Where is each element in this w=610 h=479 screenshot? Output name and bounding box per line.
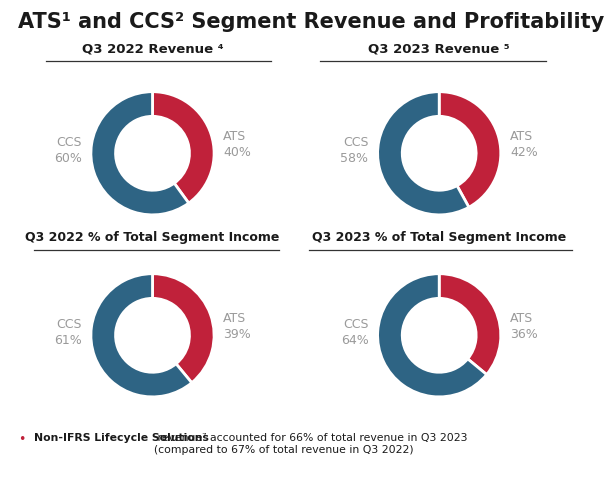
Text: Q3 2022 % of Total Segment Income: Q3 2022 % of Total Segment Income <box>25 231 280 244</box>
Wedge shape <box>378 91 469 215</box>
Wedge shape <box>91 91 188 215</box>
Text: ATS
42%: ATS 42% <box>510 129 538 159</box>
Text: revenue⁷ accounted for 66% of total revenue in Q3 2023
(compared to 67% of total: revenue⁷ accounted for 66% of total reve… <box>154 433 468 455</box>
Text: ATS
39%: ATS 39% <box>223 311 251 341</box>
Text: Q3 2022 Revenue ⁴: Q3 2022 Revenue ⁴ <box>82 42 223 55</box>
Text: CCS
61%: CCS 61% <box>54 318 82 347</box>
Wedge shape <box>439 91 501 207</box>
Text: CCS
58%: CCS 58% <box>340 136 368 165</box>
Text: ATS
40%: ATS 40% <box>223 129 251 159</box>
Text: CCS
60%: CCS 60% <box>54 136 82 165</box>
Text: ATS
36%: ATS 36% <box>510 311 538 341</box>
Text: CCS
64%: CCS 64% <box>340 318 368 347</box>
Text: Q3 2023 Revenue ⁵: Q3 2023 Revenue ⁵ <box>368 42 510 55</box>
Text: Non-IFRS Lifecycle Solutions: Non-IFRS Lifecycle Solutions <box>34 433 209 444</box>
Text: Q3 2023 % of Total Segment Income: Q3 2023 % of Total Segment Income <box>312 231 566 244</box>
Text: ATS¹ and CCS² Segment Revenue and Profitability: ATS¹ and CCS² Segment Revenue and Profit… <box>18 12 605 32</box>
Wedge shape <box>439 274 501 375</box>
Wedge shape <box>152 91 214 203</box>
Text: •: • <box>18 433 26 446</box>
Wedge shape <box>378 274 487 397</box>
Wedge shape <box>91 274 192 397</box>
Wedge shape <box>152 274 214 383</box>
